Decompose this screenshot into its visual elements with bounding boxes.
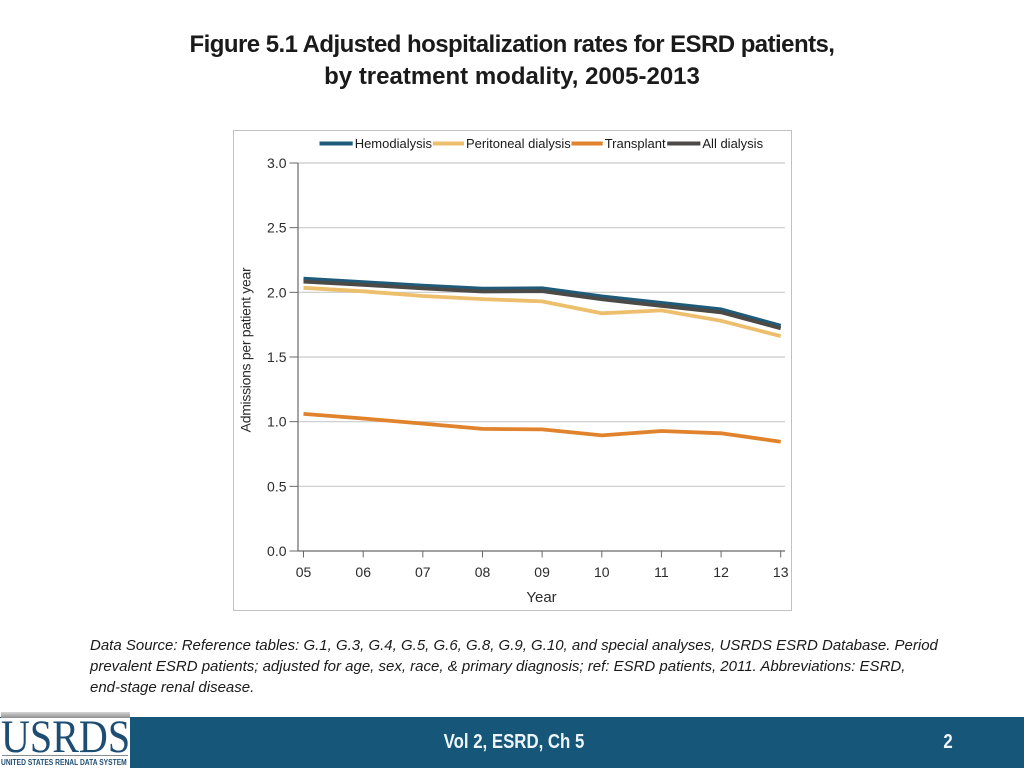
svg-text:05: 05	[296, 564, 312, 580]
svg-text:07: 07	[415, 564, 431, 580]
svg-text:All dialysis: All dialysis	[702, 136, 763, 151]
svg-text:11: 11	[654, 564, 669, 580]
svg-text:1.0: 1.0	[267, 414, 287, 430]
svg-text:Year: Year	[526, 589, 556, 606]
svg-text:Transplant: Transplant	[605, 136, 666, 151]
svg-text:2.0: 2.0	[267, 284, 287, 300]
svg-text:09: 09	[534, 564, 550, 580]
svg-text:13: 13	[773, 564, 789, 580]
svg-text:0.0: 0.0	[267, 543, 287, 559]
svg-text:2.5: 2.5	[267, 220, 287, 236]
svg-text:0.5: 0.5	[267, 478, 287, 494]
svg-text:1.5: 1.5	[267, 349, 287, 365]
svg-text:Admissions per patient year: Admissions per patient year	[238, 267, 254, 432]
svg-text:10: 10	[594, 564, 610, 580]
svg-text:3.0: 3.0	[267, 155, 287, 171]
svg-text:Peritoneal dialysis: Peritoneal dialysis	[466, 136, 571, 151]
svg-text:08: 08	[475, 564, 491, 580]
svg-text:06: 06	[355, 564, 371, 580]
svg-text:12: 12	[713, 564, 729, 580]
svg-text:Hemodialysis: Hemodialysis	[355, 136, 433, 151]
